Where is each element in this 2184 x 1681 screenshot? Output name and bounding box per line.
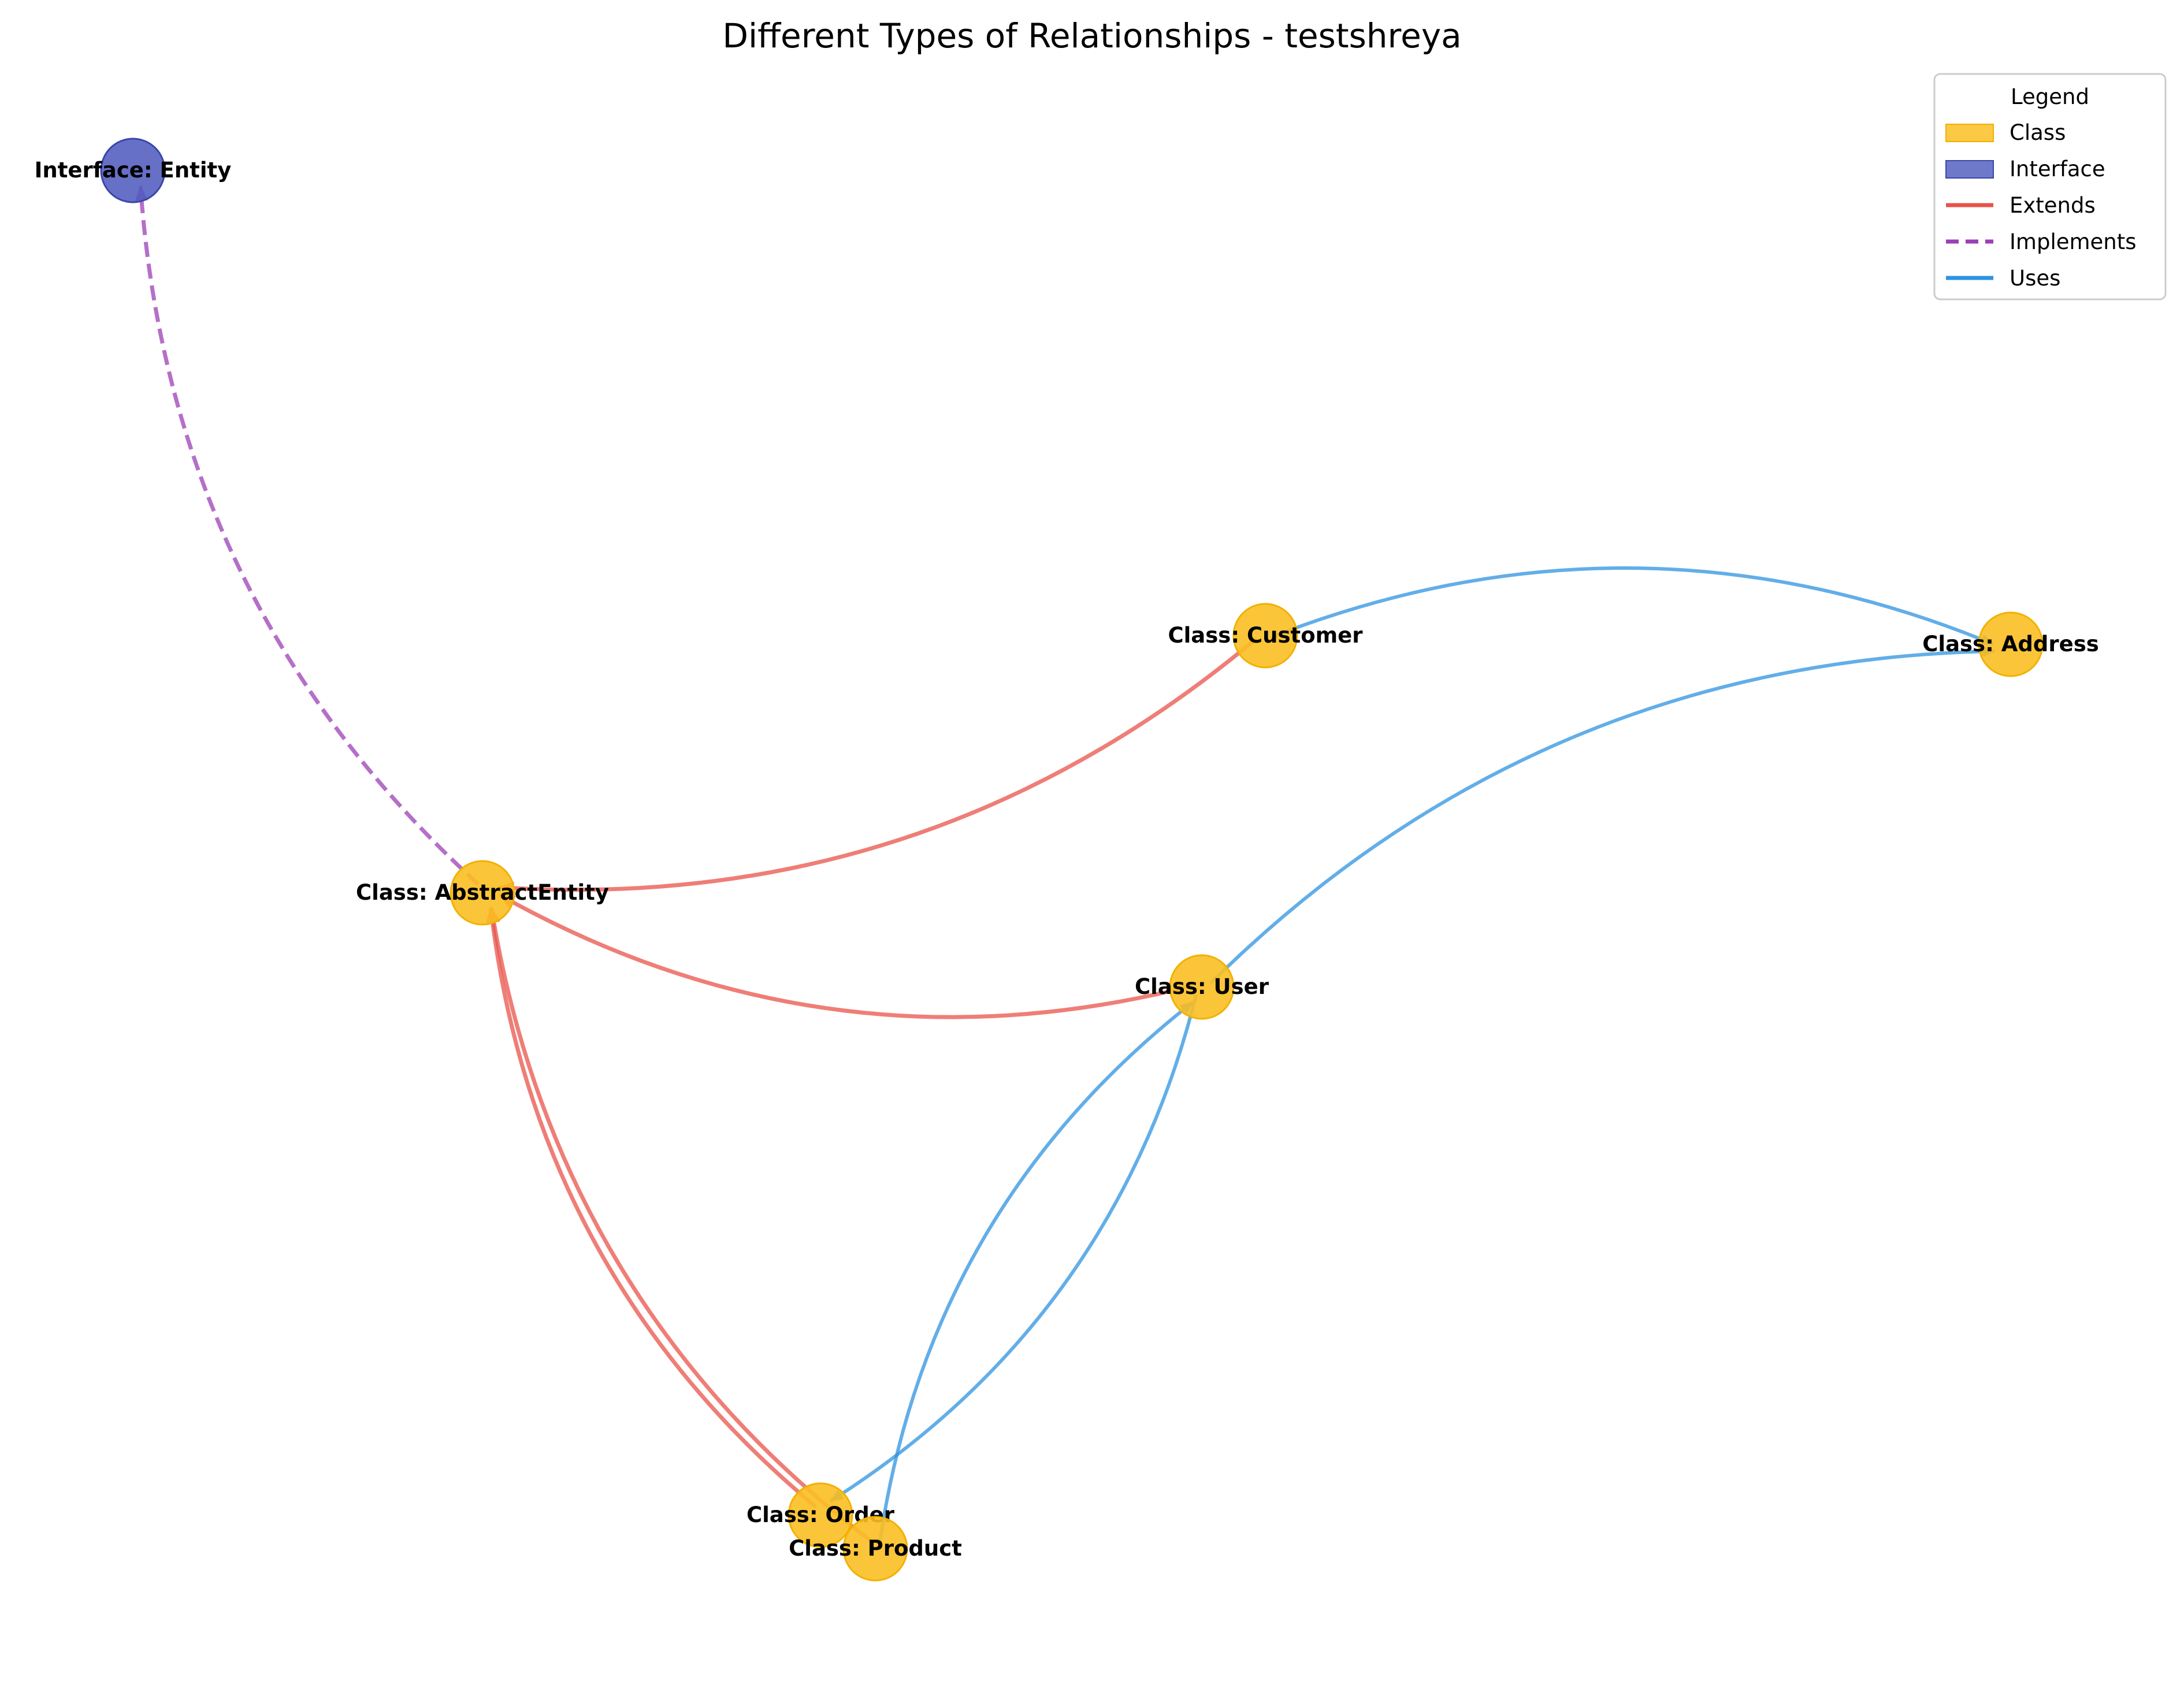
node-abstract-circle xyxy=(450,860,515,926)
edge-implements-abstract-entity xyxy=(135,184,480,886)
edge-uses-user-address xyxy=(1209,645,1996,985)
legend-item-uses: Uses xyxy=(1946,266,2060,291)
legend-item-extends: Extends xyxy=(1946,193,2096,218)
edge-extends-customer-abstract xyxy=(497,637,1258,895)
node-customer: Class: Customer xyxy=(1168,603,1363,669)
edges-layer xyxy=(135,184,1996,1542)
legend-interface-label: Interface xyxy=(2010,157,2105,181)
edge-uses-user-order xyxy=(829,994,1198,1503)
legend-class-swatch xyxy=(1945,124,1994,142)
node-address-circle xyxy=(1978,611,2044,677)
node-entity-label: Interface: Entity xyxy=(35,158,232,183)
node-product: Class: Product xyxy=(789,1516,962,1582)
legend-item-interface: Interface xyxy=(1945,157,2105,181)
node-customer-label: Class: Customer xyxy=(1168,623,1363,648)
node-product-circle xyxy=(842,1516,908,1582)
edge-uses-customer-address xyxy=(1274,566,1994,646)
legend-extends-label: Extends xyxy=(2010,193,2096,218)
edge-extends-order-abstract xyxy=(486,906,818,1509)
legend-title: Legend xyxy=(2011,84,2089,109)
node-address-label: Class: Address xyxy=(1922,632,2099,656)
legend-item-class: Class xyxy=(1945,120,2066,145)
diagram-title: Different Types of Relationships - tests… xyxy=(722,16,1461,55)
node-abstract: Class: AbstractEntity xyxy=(356,860,609,926)
legend-implements-label: Implements xyxy=(2010,229,2137,254)
edge-extends-product-abstract xyxy=(487,906,872,1542)
node-entity-circle xyxy=(100,138,166,203)
edge-uses-product-user xyxy=(878,1000,1194,1541)
node-user-label: Class: User xyxy=(1135,974,1269,999)
node-customer-circle xyxy=(1232,603,1298,669)
node-product-label: Class: Product xyxy=(789,1536,962,1561)
node-entity: Interface: Entity xyxy=(35,138,232,203)
legend: Legend Class Interface Extends Implements Use… xyxy=(1933,73,2167,300)
legend-interface-swatch xyxy=(1945,160,1994,179)
node-order-circle xyxy=(788,1482,853,1548)
node-user-circle xyxy=(1169,954,1235,1020)
legend-item-implements: Implements xyxy=(1946,229,2137,254)
edge-extends-user-abstract xyxy=(498,893,1193,1019)
node-address: Class: Address xyxy=(1922,611,2099,677)
node-abstract-label: Class: AbstractEntity xyxy=(356,880,609,905)
nodes-layer: Interface: Entity Class: AbstractEntity Cl… xyxy=(35,138,2099,1582)
legend-class-label: Class xyxy=(2010,120,2066,145)
node-user: Class: User xyxy=(1135,954,1269,1020)
legend-uses-label: Uses xyxy=(2010,266,2060,291)
